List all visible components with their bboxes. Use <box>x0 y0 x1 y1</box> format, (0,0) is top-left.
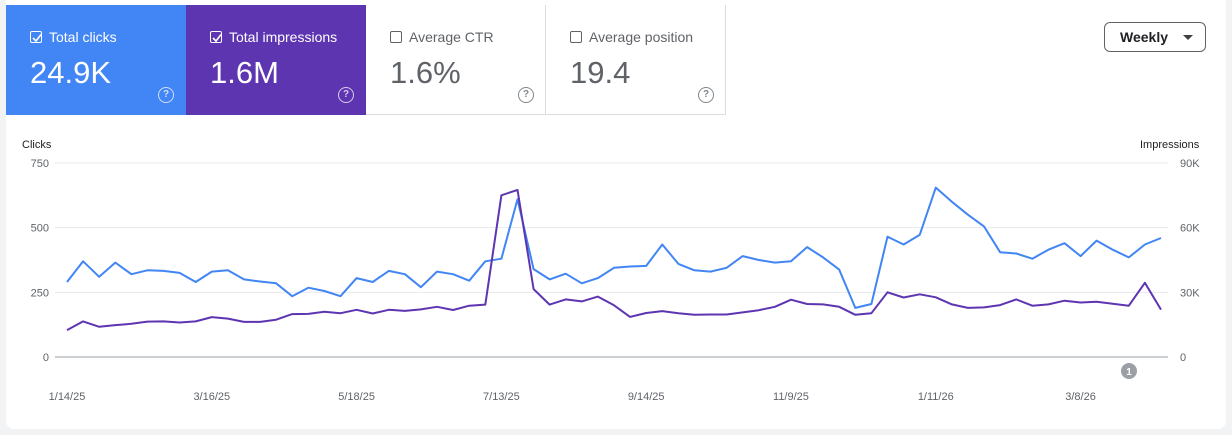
metric-label-row: Total clicks <box>30 29 117 45</box>
left-axis-tick-label: 500 <box>31 223 49 235</box>
metric-card-average-position[interactable]: Average position 19.4 ? <box>546 5 726 115</box>
right-axis-tick-label: 90K <box>1180 158 1200 170</box>
metric-card-total-impressions[interactable]: Total impressions 1.6M ? <box>186 5 366 115</box>
caret-down-icon <box>1183 35 1193 40</box>
right-axis-title: Impressions <box>1140 139 1200 151</box>
metric-label: Total clicks <box>49 29 117 45</box>
right-axis-tick-label: 0 <box>1180 352 1186 364</box>
right-axis-tick-label: 60K <box>1180 223 1200 235</box>
metric-label-row: Total impressions <box>210 29 337 45</box>
metric-label: Average CTR <box>409 29 494 45</box>
help-icon[interactable]: ? <box>158 87 174 103</box>
period-dropdown-label: Weekly <box>1120 29 1168 45</box>
checkbox-unchecked-icon[interactable] <box>570 31 582 43</box>
metric-card-average-ctr[interactable]: Average CTR 1.6% ? <box>366 5 546 115</box>
left-axis-title: Clicks <box>22 139 52 151</box>
metric-card-total-clicks[interactable]: Total clicks 24.9K ? <box>6 5 186 115</box>
series-line-clicks <box>66 186 1162 309</box>
checkbox-checked-icon[interactable] <box>30 31 42 43</box>
metric-label-row: Average position <box>570 29 693 45</box>
x-axis-tick-label: 1/14/25 <box>49 391 86 403</box>
x-axis-tick-label: 9/14/25 <box>628 391 665 403</box>
left-axis-tick-label: 250 <box>31 287 49 299</box>
metric-value: 24.9K <box>30 55 112 90</box>
metric-label: Total impressions <box>229 29 338 45</box>
annotation-marker-label: 1 <box>1126 367 1132 378</box>
x-axis-tick-label: 1/11/26 <box>918 391 954 403</box>
x-axis-tick-label: 11/9/25 <box>773 391 809 403</box>
right-axis-tick-label: 30K <box>1180 287 1200 299</box>
x-axis-tick-label: 5/18/25 <box>338 391 375 403</box>
left-axis-tick-label: 0 <box>43 352 49 364</box>
x-axis-tick-label: 7/13/25 <box>483 391 520 403</box>
x-axis-tick-label: 3/16/25 <box>193 391 230 403</box>
checkbox-checked-icon[interactable] <box>210 31 222 43</box>
series-line-impressions <box>66 188 1162 331</box>
metric-label: Average position <box>589 29 694 45</box>
help-icon[interactable]: ? <box>518 87 534 103</box>
left-axis-tick-label: 750 <box>31 158 49 170</box>
metric-label-row: Average CTR <box>390 29 494 45</box>
x-axis-tick-label: 3/8/26 <box>1065 391 1096 403</box>
help-icon[interactable]: ? <box>338 87 354 103</box>
metric-value: 1.6M <box>210 55 279 90</box>
annotation-marker[interactable] <box>1121 363 1137 379</box>
period-dropdown[interactable]: Weekly <box>1104 22 1206 52</box>
metric-value: 1.6% <box>390 55 461 90</box>
help-icon[interactable]: ? <box>698 87 714 103</box>
metric-value: 19.4 <box>570 55 631 90</box>
checkbox-unchecked-icon[interactable] <box>390 31 402 43</box>
